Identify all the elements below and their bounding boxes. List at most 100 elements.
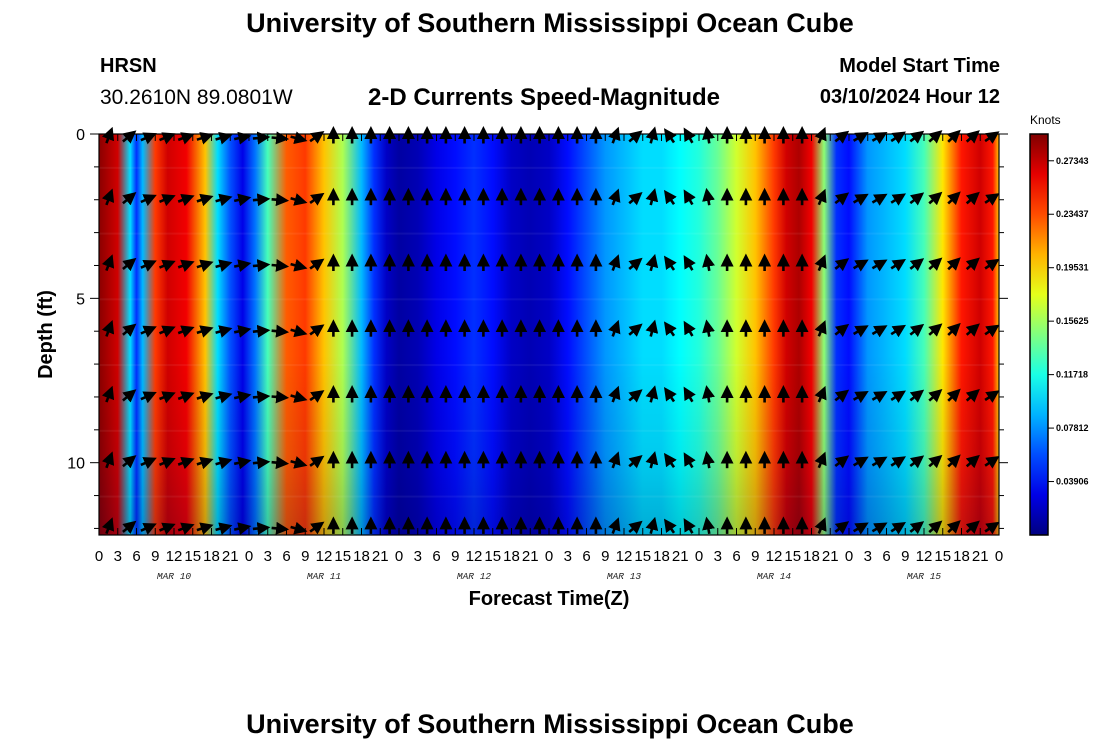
date-label: MAR 12 [457, 571, 492, 582]
current-vector [645, 319, 659, 337]
current-vector [871, 390, 888, 404]
current-vector [608, 254, 621, 272]
current-vector [101, 320, 115, 337]
current-vector [309, 455, 325, 469]
x-tick-label: 0 [695, 548, 703, 565]
date-label: MAR 13 [607, 571, 642, 582]
x-tick-label: 3 [864, 548, 872, 565]
current-vector [290, 390, 308, 403]
current-vector [946, 388, 961, 403]
current-vector [608, 319, 621, 337]
current-vector [608, 385, 621, 403]
x-tick-label: 21 [372, 548, 389, 565]
current-vector [814, 517, 827, 534]
current-vector [871, 456, 888, 469]
x-tick-label: 18 [653, 548, 670, 565]
chart-subtitle: 2-D Currents Speed-Magnitude [368, 84, 721, 111]
current-vector [834, 455, 850, 469]
current-vector [702, 187, 715, 206]
current-vector [159, 391, 176, 404]
current-vector [271, 390, 290, 404]
axes: 0 3 6 9 12 15 18 21 0 3 6 9 12 15 18 21 0 3 6 9 12 15 18 21 0 3 6 9… [35, 127, 1008, 610]
current-vector [683, 452, 696, 469]
current-vector [890, 259, 906, 272]
current-vector [122, 323, 137, 337]
current-vector [984, 258, 1000, 272]
current-vector [852, 259, 869, 272]
current-vector [702, 319, 715, 337]
current-vector [252, 259, 271, 273]
current-vector [309, 258, 325, 272]
current-vector [252, 193, 271, 207]
current-vector [140, 391, 157, 404]
current-vector [965, 454, 980, 469]
current-vector [309, 390, 325, 403]
x-tick-label: 9 [301, 548, 309, 565]
current-vector [834, 130, 850, 144]
x-tick-label: 0 [95, 548, 103, 565]
chart-title: University of Southern Mississippi Ocean… [246, 8, 854, 38]
current-vector [159, 194, 176, 207]
current-vector [965, 520, 980, 534]
depth-band [99, 495, 999, 498]
current-vector [834, 521, 850, 535]
current-vector [215, 259, 233, 272]
current-vector [928, 389, 943, 403]
x-tick-label: 12 [166, 548, 183, 565]
current-vector [628, 389, 643, 403]
current-vector [177, 259, 195, 272]
current-vector [683, 189, 696, 206]
current-vector [702, 385, 715, 403]
current-vector [252, 131, 271, 145]
x-tick-label: 6 [282, 548, 290, 565]
x-axis-label: Forecast Time(Z) [469, 588, 630, 610]
current-vector [252, 324, 271, 338]
current-vector [252, 390, 271, 404]
current-vector [608, 451, 621, 469]
current-vector [215, 522, 233, 535]
current-vector [890, 522, 906, 535]
current-vector [196, 193, 214, 207]
current-vector [159, 522, 176, 535]
current-vector [140, 259, 157, 272]
current-vector [909, 130, 925, 144]
current-vector [946, 129, 961, 144]
current-vector [233, 325, 252, 338]
x-tick-label: 12 [616, 548, 633, 565]
current-vector [909, 455, 925, 469]
current-vector [233, 390, 252, 404]
current-vector [909, 389, 925, 403]
colorbar-tick-label: 0.03906 [1056, 477, 1089, 487]
x-tick-label: 12 [316, 548, 333, 565]
current-vector [909, 192, 925, 206]
current-vector [233, 522, 252, 536]
current-vector [984, 390, 1000, 403]
current-vector [984, 324, 1000, 338]
x-tick-label: 18 [503, 548, 520, 565]
current-vector [814, 254, 827, 272]
current-vector [965, 323, 980, 337]
current-vector [628, 323, 643, 337]
current-vector [290, 258, 308, 272]
current-vector [159, 325, 176, 338]
colorbar-tick-label: 0.27343 [1056, 156, 1089, 166]
current-vector [177, 193, 195, 207]
model-start-label: Model Start Time [839, 55, 1000, 77]
x-tick-label: 21 [222, 548, 239, 565]
current-vector [177, 522, 195, 535]
colorbar-tick-label: 0.07812 [1056, 423, 1089, 433]
current-vector [852, 390, 869, 404]
current-vector [140, 132, 157, 145]
current-vector [196, 132, 214, 145]
current-vector [663, 518, 677, 534]
current-vector [215, 390, 233, 404]
x-tick-label: 15 [184, 548, 201, 565]
current-vector [290, 131, 308, 145]
current-vector [177, 391, 195, 404]
current-vector [965, 130, 980, 144]
current-vector [140, 194, 157, 207]
current-vector [852, 522, 869, 535]
x-tick-label: 21 [522, 548, 539, 565]
current-vector [140, 457, 157, 469]
current-vector [663, 255, 677, 271]
